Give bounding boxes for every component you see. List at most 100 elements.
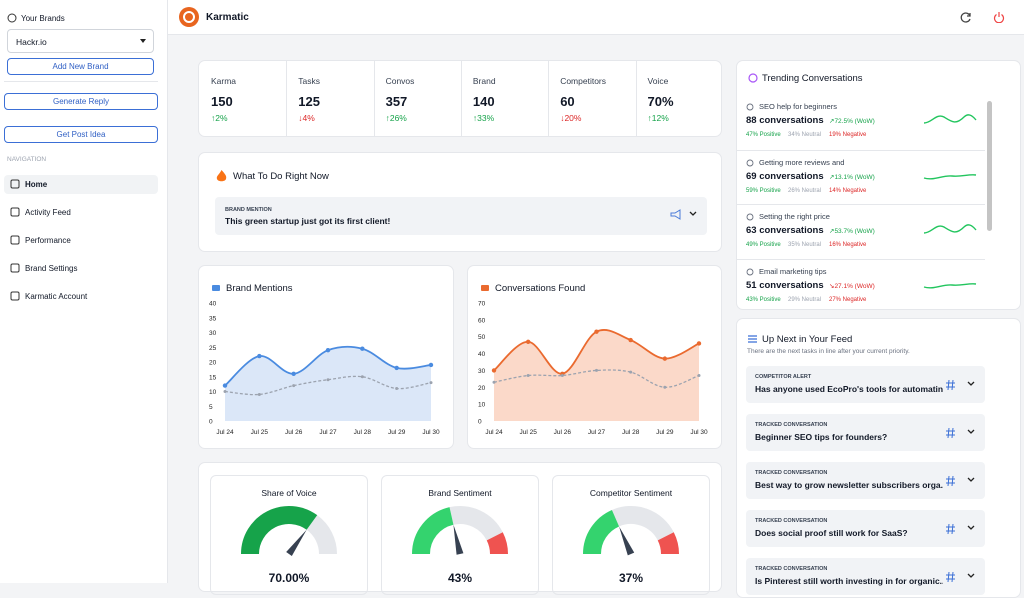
topic-icon xyxy=(746,159,754,166)
app-name: Karmatic xyxy=(206,12,249,23)
icon-shape xyxy=(10,207,20,217)
icon-shape xyxy=(10,179,20,189)
gauge-chart xyxy=(583,506,679,556)
feed-item[interactable]: TRACKED CONVERSATION Beginner SEO tips fo… xyxy=(746,414,985,451)
icon-shape xyxy=(10,291,20,301)
stats-card: Karma 150 ↑2% Tasks 125 ↓4% Convos 357 ↑26% Brand… xyxy=(198,60,722,137)
x-tick-label: Jul 28 xyxy=(354,429,372,436)
feed-text: Is Pinterest still worth investing in fo… xyxy=(755,576,943,586)
gauge-fill xyxy=(412,507,454,555)
gauge-card: Share of Voice 70.00% Brand Sentiment 43% Co… xyxy=(198,462,722,595)
icon-shape xyxy=(481,285,489,291)
trend-negative: 16% Negative xyxy=(829,242,867,248)
main: Karma 150 ↑2% Tasks 125 ↓4% Convos 357 ↑26% Brand… xyxy=(198,60,1021,598)
trend-positive: 59% Positive xyxy=(746,187,781,194)
nav-icon xyxy=(10,263,20,273)
trend-change: ↘27.1% (WoW) xyxy=(829,282,875,290)
power-button[interactable] xyxy=(993,11,1005,23)
refresh-button[interactable] xyxy=(960,11,972,23)
nav-icon xyxy=(10,179,20,189)
point xyxy=(628,337,633,343)
icon-shape xyxy=(746,159,754,166)
feed-item[interactable]: COMPETITOR ALERT Has anyone used EcoPro's… xyxy=(746,366,985,403)
stat-change: ↑33% xyxy=(472,113,495,123)
trend-neutral: 35% Neutral xyxy=(788,242,822,248)
trend-item[interactable]: Getting more reviews and 69 conversations… xyxy=(737,149,985,204)
flame-icon xyxy=(216,170,227,182)
nav-item[interactable]: Karmatic Account xyxy=(4,287,158,306)
action-item[interactable]: BRAND MENTION This green startup just got… xyxy=(215,197,707,235)
x-tick-label: Jul 29 xyxy=(656,429,674,436)
trend-item[interactable]: Email marketing tips 51 conversations ↘27.… xyxy=(737,258,985,313)
nav-item[interactable]: Performance xyxy=(4,231,158,250)
chevron xyxy=(967,573,975,578)
stat-value: 357 xyxy=(385,94,408,109)
sparkline-path xyxy=(923,282,977,289)
point xyxy=(291,371,296,376)
trend-neutral: 26% Neutral xyxy=(788,187,822,194)
trend-count: 69 conversations xyxy=(746,170,824,182)
brand-select[interactable]: Hackr.io xyxy=(7,29,154,53)
brands-label: Your Brands xyxy=(21,14,65,23)
y-tick-label: 25 xyxy=(209,345,217,352)
stat-divider xyxy=(373,61,375,136)
feed-item[interactable]: TRACKED CONVERSATION Is Pinterest still w… xyxy=(746,558,985,595)
point xyxy=(360,375,364,379)
gauge-title: Share of Voice xyxy=(261,488,317,498)
type-icon xyxy=(946,427,955,439)
x-tick-label: Jul 25 xyxy=(251,429,269,436)
sparkline-path xyxy=(923,224,977,234)
add-brand-button[interactable]: Add New Brand xyxy=(7,58,154,75)
point xyxy=(257,353,262,359)
type-icon xyxy=(946,571,955,583)
trend-item[interactable]: SEO help for beginners 88 conversations ↗7… xyxy=(737,95,985,149)
topic-icon xyxy=(746,103,754,111)
chevron xyxy=(689,211,697,216)
point xyxy=(395,387,399,391)
caret-shape xyxy=(140,39,146,43)
feed-icons xyxy=(946,427,975,439)
x-tick-label: Jul 26 xyxy=(554,429,572,436)
trend-change: ↗72.5% (WoW) xyxy=(829,118,875,125)
x-tick-label: Jul 30 xyxy=(690,429,708,436)
nav-item[interactable]: Brand Settings xyxy=(4,259,158,278)
trend-count: 63 conversations xyxy=(746,225,824,236)
trending-icon xyxy=(748,73,758,83)
y-tick-label: 10 xyxy=(478,402,486,409)
feed-item[interactable]: TRACKED CONVERSATION Best way to grow new… xyxy=(746,462,985,499)
nav-item[interactable]: Home xyxy=(4,175,158,194)
nav-item[interactable]: Activity Feed xyxy=(4,203,158,222)
feed-icon xyxy=(748,335,757,343)
feed-tag: TRACKED CONVERSATION xyxy=(755,566,828,572)
action-card: What To Do Right Now BRAND MENTION This gr… xyxy=(198,152,722,252)
trend-item[interactable]: Setting the right price 63 conversations ↗… xyxy=(737,204,985,258)
y-tick-label: 20 xyxy=(478,385,486,392)
y-tick-label: 60 xyxy=(478,317,486,324)
nav-icon xyxy=(10,207,20,217)
trend-topic: SEO help for beginners xyxy=(759,102,837,111)
x-tick-label: Jul 25 xyxy=(519,429,537,436)
trend-neutral: 29% Neutral xyxy=(788,296,822,303)
chart-icon xyxy=(481,285,489,291)
gauge-title: Brand Sentiment xyxy=(428,488,492,498)
trend-topic: Getting more reviews and xyxy=(759,157,845,167)
gauge-title: Competitor Sentiment xyxy=(589,488,673,498)
trend-negative: 14% Negative xyxy=(829,187,867,194)
point xyxy=(696,341,702,346)
sparkline xyxy=(923,224,977,234)
trend-change: ↗13.1% (WoW) xyxy=(829,173,875,181)
post-idea-button[interactable]: Get Post Idea xyxy=(4,126,158,143)
feed-item[interactable]: TRACKED CONVERSATION Does social proof st… xyxy=(746,510,985,547)
icon-shape xyxy=(212,285,220,291)
stat-value: 125 xyxy=(298,94,320,109)
up-next-subtitle: There are the next tasks in line after y… xyxy=(747,348,910,355)
gauge-track xyxy=(449,506,503,541)
action-icons xyxy=(670,209,697,220)
up-next-title: Up Next in Your Feed xyxy=(762,334,853,345)
y-tick-label: 40 xyxy=(478,351,486,358)
stat-label: Brand xyxy=(472,76,496,86)
gauge-label: 70.00% xyxy=(268,571,310,585)
generate-reply-button[interactable]: Generate Reply xyxy=(4,93,158,110)
gauge-needle xyxy=(286,529,307,557)
